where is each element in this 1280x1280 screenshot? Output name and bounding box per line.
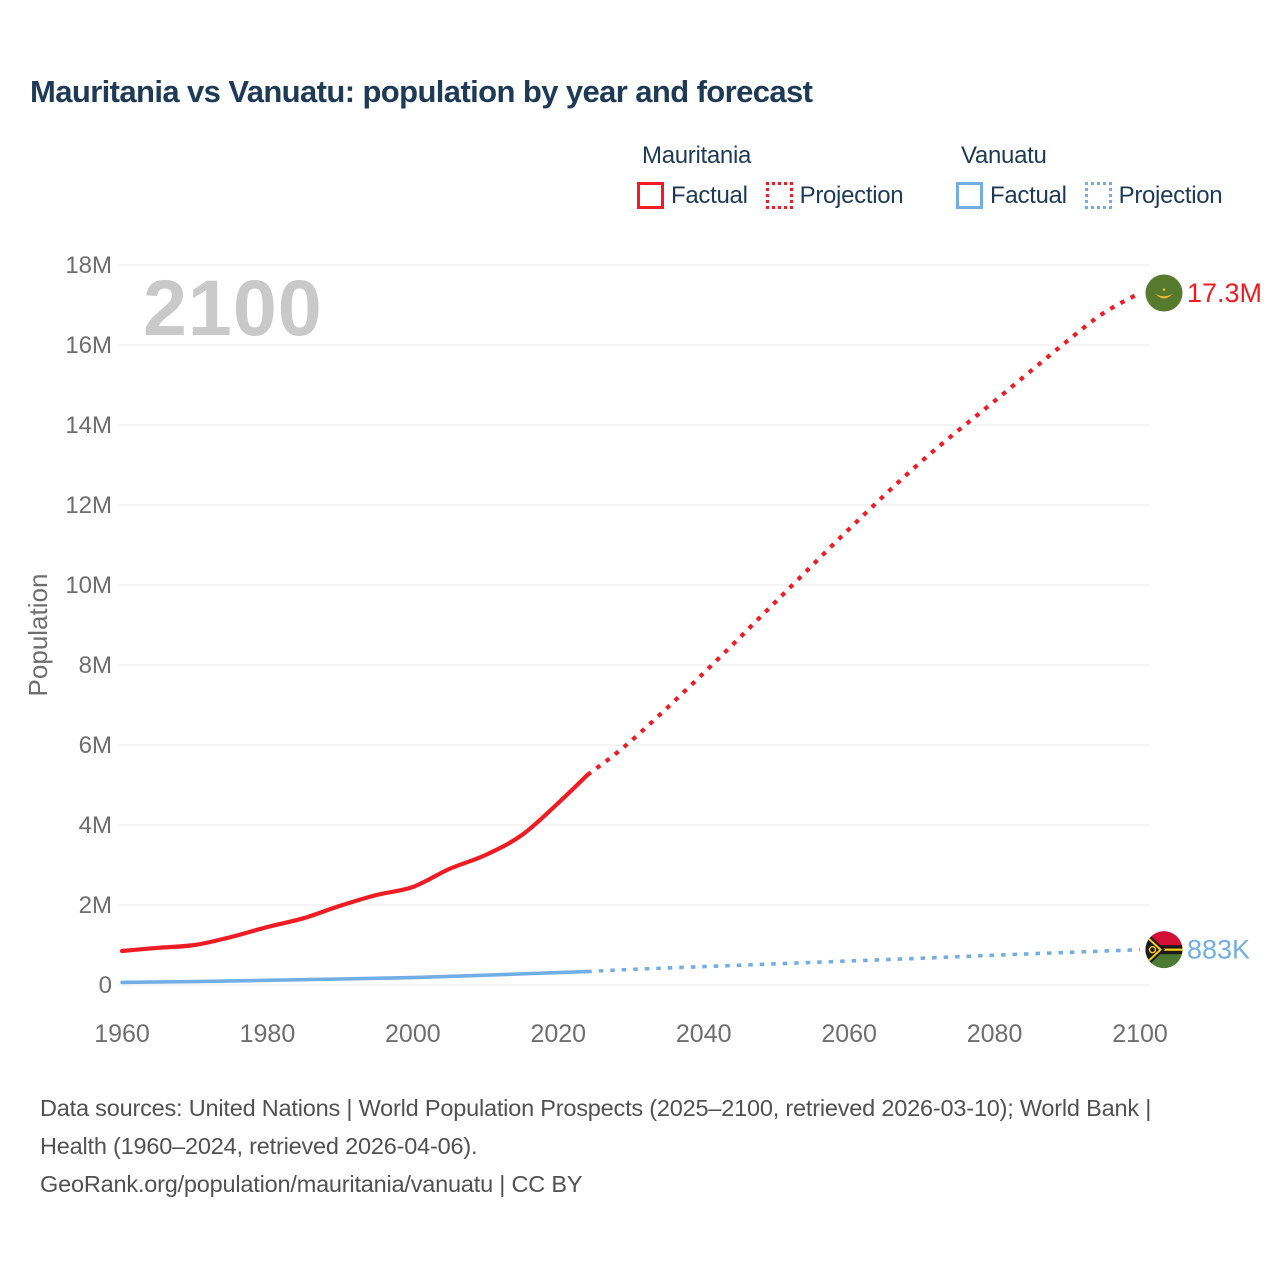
mauritania-flag-icon bbox=[1145, 274, 1183, 312]
mauritania-projection-swatch bbox=[765, 182, 793, 209]
legend-row-vanuatu: Factual Projection bbox=[956, 182, 1240, 209]
mauritania-factual-label: Factual bbox=[671, 181, 748, 209]
x-tick-label: 2020 bbox=[530, 1020, 586, 1048]
y-tick-label: 8M bbox=[79, 652, 112, 679]
y-tick-label: 18M bbox=[65, 252, 112, 279]
y-tick-label: 12M bbox=[65, 492, 112, 519]
legend-row-mauritania: Factual Projection bbox=[637, 182, 921, 209]
legend-country-mauritania: Mauritania bbox=[642, 142, 752, 169]
x-tick-label: 2040 bbox=[676, 1020, 732, 1048]
gridlines bbox=[117, 264, 1150, 986]
x-tick-label: 1960 bbox=[94, 1020, 150, 1048]
y-tick-label: 6M bbox=[79, 732, 112, 759]
series-line-vanuatu-projection bbox=[587, 947, 1141, 974]
y-tick-label: 10M bbox=[65, 572, 112, 599]
legend-country-vanuatu: Vanuatu bbox=[961, 142, 1047, 169]
mauritania-projection-label: Projection bbox=[799, 181, 904, 209]
x-tick-label: 2060 bbox=[821, 1020, 877, 1048]
vanuatu-factual-swatch bbox=[956, 182, 983, 209]
year-watermark: 2100 bbox=[143, 263, 323, 352]
attribution-link: GeoRank.org/population/mauritania/vanuat… bbox=[40, 1171, 583, 1197]
y-tick-label: 16M bbox=[65, 332, 112, 359]
end-label-vanuatu: 883K bbox=[1187, 935, 1250, 965]
series-line-mauritania-projection bbox=[586, 291, 1142, 777]
vanuatu-flag-icon bbox=[1145, 931, 1183, 969]
y-tick-label: 2M bbox=[79, 892, 112, 919]
legend-group-mauritania: Mauritania Factual Projection bbox=[637, 142, 921, 209]
x-axis-tick-labels: 1960 1980 2000 2020 2040 2060 2080 2100 bbox=[94, 1020, 1168, 1048]
end-value-labels: 17.3M 883K bbox=[1187, 278, 1262, 965]
x-tick-label: 2100 bbox=[1112, 1020, 1168, 1048]
vanuatu-factual-label: Factual bbox=[990, 181, 1067, 209]
series-line-vanuatu-factual bbox=[120, 969, 590, 985]
x-tick-label: 2000 bbox=[385, 1020, 441, 1048]
series-lines bbox=[119, 291, 1142, 985]
y-axis-title: Population bbox=[23, 574, 53, 697]
x-tick-label: 1980 bbox=[240, 1020, 296, 1048]
vanuatu-projection-label: Projection bbox=[1118, 181, 1223, 209]
page-title: Mauritania vs Vanuatu: population by yea… bbox=[30, 74, 813, 109]
data-sources-text: Data sources: United Nations | World Pop… bbox=[40, 1095, 1152, 1159]
vanuatu-projection-swatch bbox=[1084, 182, 1112, 209]
x-tick-label: 2080 bbox=[967, 1020, 1023, 1048]
y-tick-label: 4M bbox=[79, 812, 112, 839]
y-tick-label: 14M bbox=[65, 412, 112, 439]
end-label-mauritania: 17.3M bbox=[1187, 278, 1262, 308]
mauritania-factual-swatch bbox=[637, 182, 664, 209]
series-line-mauritania-factual bbox=[119, 772, 590, 954]
y-tick-label: 0 bbox=[99, 972, 112, 999]
footer: Data sources: United Nations | World Pop… bbox=[40, 1089, 1175, 1203]
y-axis-tick-labels: 0 2M 4M 6M 8M 10M 12M 14M 16M 18M bbox=[65, 252, 112, 999]
legend-group-vanuatu: Vanuatu Factual Projection bbox=[956, 142, 1240, 209]
